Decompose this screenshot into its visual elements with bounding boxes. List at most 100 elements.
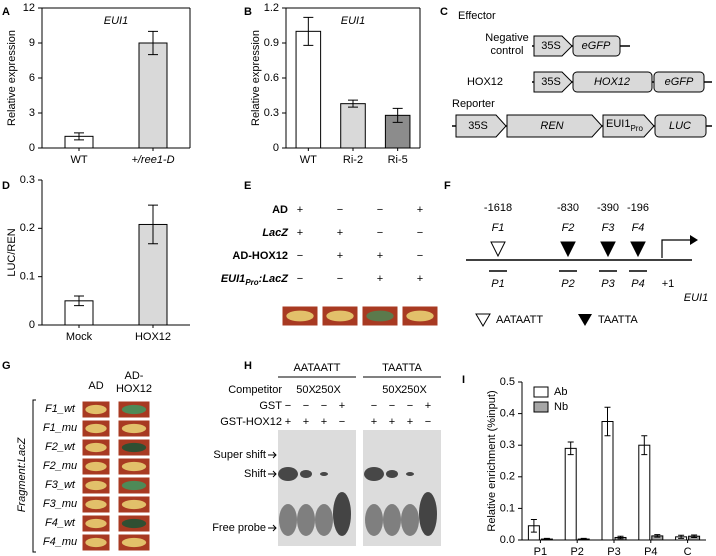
band (364, 467, 384, 481)
gene-label: REN (540, 120, 563, 132)
filled-triangle (600, 241, 616, 258)
legend-label: TAATTA (598, 314, 638, 326)
sign: + (321, 416, 327, 428)
site-position: -830 (557, 202, 579, 214)
gene-label: eGFP (665, 76, 694, 88)
row-label-part: EUI1 (221, 273, 245, 285)
competitor-label: 250X (315, 384, 341, 396)
error-bar (392, 107, 403, 123)
error-bar (543, 537, 550, 541)
competitor-label: 250X (401, 384, 427, 396)
sign: − (371, 400, 377, 412)
probe-label: P2 (561, 278, 574, 290)
panel-letter: E (244, 180, 251, 192)
band-arrow (268, 524, 277, 532)
sign: − (337, 204, 343, 216)
site-position: -196 (627, 202, 649, 214)
y-tick-label: 0.4 (500, 408, 515, 420)
y-tick-label: 0 (29, 319, 35, 331)
x-tick-label: Mock (66, 331, 93, 343)
bar (638, 444, 651, 541)
site-position: -1618 (484, 202, 512, 214)
y-tick-label: 0.3 (20, 174, 35, 186)
sign: + (297, 227, 303, 239)
y-tick-label: 0.6 (264, 72, 279, 84)
band (333, 492, 351, 536)
sign: − (377, 204, 383, 216)
row-label: GST (259, 400, 282, 412)
section-label: Effector (458, 10, 496, 22)
panel-letter: F (444, 180, 451, 192)
band (406, 472, 414, 476)
gene-label: EUI1 (684, 292, 708, 304)
row-label: F1_wt (45, 403, 76, 415)
y-tick-label: 0 (29, 142, 35, 154)
row-label: F4_mu (43, 536, 77, 548)
open-triangle (475, 313, 491, 327)
error-bar (641, 435, 648, 456)
sign: − (339, 416, 345, 428)
band (386, 470, 398, 478)
competitor-label: 50X (382, 384, 402, 396)
site-name: F4 (632, 222, 645, 234)
probe-label: P3 (601, 278, 615, 290)
tss-label: +1 (662, 278, 675, 290)
sign: − (425, 416, 431, 428)
y-axis-label: Fragment:LacZ (16, 436, 28, 512)
bar (601, 421, 614, 541)
row-label: AD (272, 204, 288, 216)
gene-box (506, 114, 603, 138)
gene-box (654, 114, 707, 138)
y-tick-label: 0.1 (500, 502, 515, 514)
bar (295, 30, 322, 149)
error-bar (691, 534, 698, 538)
probe-label: AATAATT (293, 362, 340, 374)
sign: − (417, 227, 423, 239)
row-label: LacZ (262, 227, 289, 239)
y-tick-label: 12 (23, 2, 35, 14)
sign: − (303, 400, 309, 412)
error-bar (678, 534, 685, 539)
panel-letter: C (440, 6, 448, 18)
colony (85, 499, 107, 510)
x-tick-label: Ri-5 (388, 154, 408, 166)
band-arrow (268, 470, 277, 478)
gene-label: eGFP (582, 40, 611, 52)
sign: − (321, 400, 327, 412)
sign: + (337, 227, 343, 239)
subscript: Pro (245, 278, 258, 287)
x-tick-label: WT (70, 154, 87, 166)
colony (121, 442, 147, 453)
x-tick-label: P3 (607, 546, 620, 556)
colony (85, 518, 107, 529)
panel-letter: I (462, 374, 465, 386)
legend-label: Ab (554, 386, 567, 398)
y-tick-label: 0.3 (264, 107, 279, 119)
sign: − (407, 400, 413, 412)
y-axis-label: Relative expression (6, 30, 18, 126)
chart-title: EUI1 (341, 15, 365, 27)
colony (406, 310, 434, 322)
error-bar (654, 534, 661, 538)
sign: − (297, 250, 303, 262)
error-bar (530, 518, 537, 533)
promoter-label: 35S (468, 120, 488, 132)
y-tick-label: 0.0 (500, 534, 515, 546)
filled-triangle (630, 241, 646, 258)
sign: + (337, 250, 343, 262)
site-position: -390 (597, 202, 619, 214)
colony (326, 310, 354, 322)
gene-box (572, 35, 621, 57)
error-bar (348, 99, 358, 108)
row-label: F4_wt (45, 517, 76, 529)
sign: + (303, 416, 309, 428)
legend-swatch (533, 386, 549, 398)
promoter-label: 35S (541, 40, 561, 52)
sign: + (417, 273, 423, 285)
gene-name: EUI1 (606, 118, 630, 130)
error-bar (567, 441, 574, 456)
y-axis-label: Relative enrichment (%input) (486, 390, 498, 531)
colony (286, 310, 314, 322)
sign: + (417, 204, 423, 216)
